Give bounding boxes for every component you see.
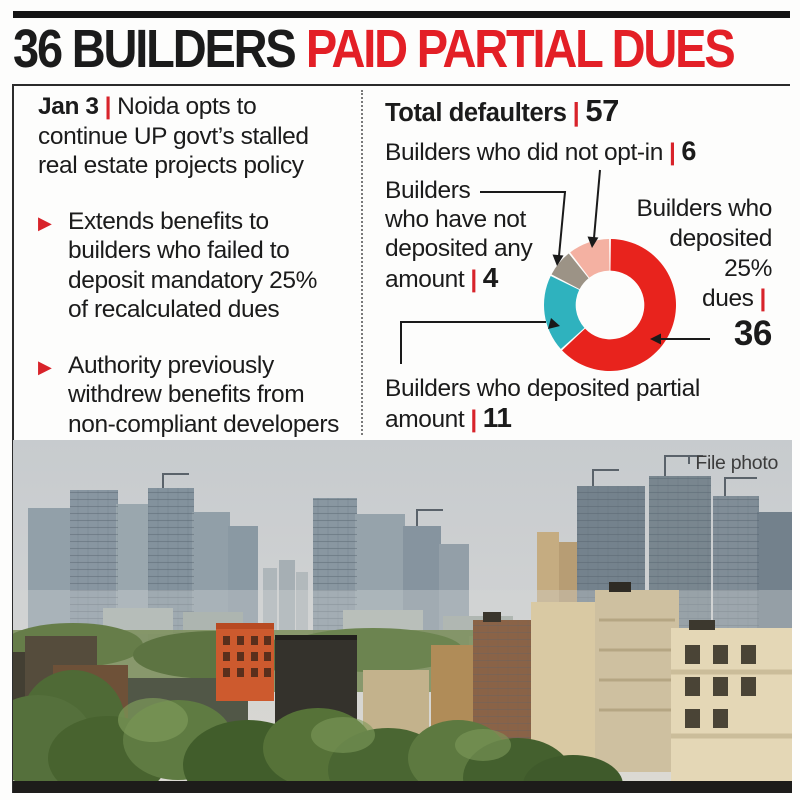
pipe-separator: | (572, 99, 580, 127)
donut-chart (544, 239, 676, 371)
donut-segment (570, 239, 610, 278)
date-label: Jan 3 (38, 93, 99, 120)
policy-notes-panel: Jan 3 | Noida opts to continue UP govt’s s… (38, 92, 360, 465)
header-rule (13, 84, 790, 86)
deposited-25-value: 36 (733, 314, 773, 353)
bullet-1-text: Extends benefits to builders who failed … (68, 207, 318, 324)
partial-deposit-value: 11 (482, 402, 512, 433)
no-deposit-value: 4 (482, 262, 499, 293)
bullet-2-text: Authority previously withdrew benefits f… (68, 351, 339, 438)
left-border-line (12, 84, 14, 793)
headline-black: 36 BUILDERS (13, 19, 297, 79)
not-opted-in-label: Builders who did not opt-in (385, 139, 663, 166)
arrow-bullet-icon: ▶ (38, 212, 52, 233)
intro-text: Noida opts to continue UP govt’s stalled… (38, 93, 309, 179)
city-photo-illustration (13, 440, 792, 793)
arrow-bullet-icon: ▶ (38, 356, 52, 377)
intro-note: Jan 3 | Noida opts to continue UP govt’s s… (38, 92, 360, 181)
headline-red: PAID PARTIAL DUES (305, 19, 736, 79)
pipe-separator: | (470, 406, 477, 433)
top-black-bar (13, 11, 790, 18)
no-deposit-label: Builders who have not deposited any amou… (385, 177, 533, 293)
pipe-separator: | (470, 266, 477, 293)
deposited-25-label-block: Builders who deposited 25% dues | 36 (636, 194, 773, 353)
total-defaulters-label: Total defaulters (385, 99, 567, 127)
not-opted-in-value: 6 (681, 136, 697, 166)
partial-deposit-label-block: Builders who deposited partial amount | 11 (385, 374, 775, 434)
column-divider-dotted (361, 90, 363, 435)
page-title: 36 BUILDERS PAID PARTIAL DUES (13, 19, 736, 79)
total-defaulters-value: 57 (585, 93, 620, 128)
not-opted-in-row: Builders who did not opt-in | 6 (385, 136, 696, 167)
total-defaulters-row: Total defaulters | 57 (385, 93, 619, 129)
photo-caption: File photo (695, 452, 778, 474)
bullet-note-2: ▶ Authority previously withdrew benefits … (38, 351, 360, 440)
pipe-separator: | (104, 93, 112, 120)
no-deposit-label-block: Builders who have not deposited any amou… (385, 176, 595, 294)
city-file-photo: File photo (13, 440, 792, 793)
leader-line-partial (400, 321, 546, 364)
partial-deposit-label: Builders who deposited partial amount (385, 375, 700, 433)
donut-segment (544, 276, 585, 350)
pipe-separator: | (668, 139, 676, 166)
bullet-note-1: ▶ Extends benefits to builders who failed… (38, 207, 360, 325)
deposited-25-label: Builders who deposited 25% dues (636, 195, 773, 312)
pipe-separator: | (759, 285, 767, 312)
donut-segment (562, 239, 676, 371)
